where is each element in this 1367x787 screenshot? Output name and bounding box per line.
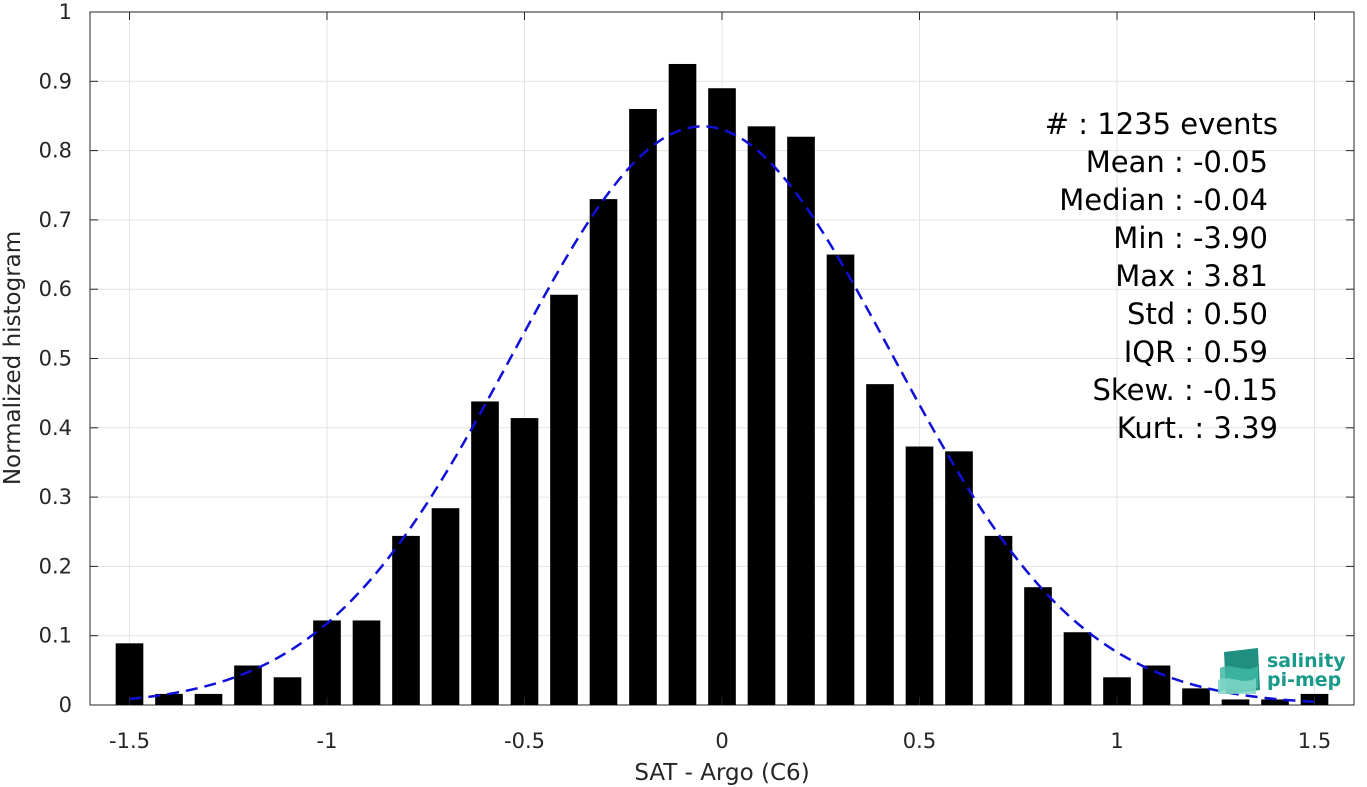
y-tick-label: 0.2 [39, 554, 72, 578]
stats-box: # : 1235 events Mean : -0.05 Median : -0… [1045, 107, 1278, 445]
histogram-bar [629, 109, 657, 705]
y-tick-label: 0.7 [39, 208, 72, 232]
histogram-bar [194, 693, 223, 705]
stat-median: Median : -0.04 [1059, 183, 1268, 217]
histogram-bar [905, 446, 934, 705]
salinity-pi-mep-logo: salinity pi-mep [1218, 648, 1346, 694]
histogram-bar [589, 199, 618, 706]
histogram-bar [431, 508, 460, 705]
histogram-bar [984, 535, 1013, 705]
histogram-bar [273, 677, 302, 705]
y-axis-ticks: 0 0.1 0.2 0.3 0.4 0.5 0.6 0.7 0.8 0.9 1 [39, 0, 1354, 717]
x-tick-label: 0 [715, 729, 728, 753]
histogram-bar [550, 294, 578, 705]
histogram-bar [668, 63, 697, 706]
y-tick-label: 0.6 [39, 277, 72, 301]
histogram-bar [471, 401, 499, 705]
stat-std: Std : 0.50 [1127, 297, 1268, 331]
histogram-bar [155, 693, 183, 705]
x-tick-label: -1 [317, 729, 338, 753]
histogram-bar [510, 418, 539, 705]
x-tick-label: -1.5 [109, 729, 150, 753]
histogram-bar [1024, 587, 1052, 705]
x-tick-label: -0.5 [504, 729, 545, 753]
histogram-bar [787, 136, 815, 706]
stat-mean: Mean : -0.05 [1086, 145, 1268, 179]
histogram-bar [1182, 688, 1210, 705]
x-tick-label: 1 [1110, 729, 1123, 753]
logo-wave-icon [1218, 648, 1260, 694]
y-tick-label: 0.1 [39, 624, 72, 648]
stat-skew: Skew. : -0.15 [1092, 373, 1278, 407]
histogram-bar [115, 643, 144, 705]
histogram-bar [945, 451, 973, 705]
histogram-bars [115, 63, 1329, 706]
y-tick-label: 0.8 [39, 139, 72, 163]
x-tick-label: 0.5 [903, 729, 936, 753]
x-axis-title: SAT - Argo (C6) [634, 760, 809, 786]
histogram-bar [1261, 699, 1289, 705]
histogram-bar [1221, 699, 1250, 705]
y-tick-label: 0.9 [39, 69, 72, 93]
y-tick-label: 0.3 [39, 485, 72, 509]
logo-line1: salinity [1267, 650, 1346, 672]
stat-kurt: Kurt. : 3.39 [1117, 411, 1278, 445]
histogram-bar [708, 88, 736, 706]
y-tick-label: 1 [59, 0, 72, 24]
y-tick-label: 0 [59, 693, 72, 717]
gaussian-fit-curve [129, 125, 1315, 704]
histogram-bar [313, 620, 341, 705]
histogram-bar [866, 384, 894, 705]
logo-line2: pi-mep [1267, 669, 1341, 691]
histogram-bar [826, 254, 855, 706]
histogram-bar [1063, 632, 1092, 705]
histogram-bar [392, 535, 420, 705]
y-tick-label: 0.4 [39, 416, 72, 440]
histogram-bar [352, 620, 381, 705]
y-tick-label: 0.5 [39, 347, 72, 371]
x-tick-label: 1.5 [1298, 729, 1331, 753]
stat-min: Min : -3.90 [1113, 221, 1268, 255]
histogram-bar [747, 126, 776, 706]
y-axis-title: Normalized histogram [0, 231, 26, 485]
x-axis-ticks: -1.5 -1 -0.5 0 0.5 1 1.5 [109, 12, 1331, 753]
stat-iqr: IQR : 0.59 [1124, 335, 1268, 369]
stat-count: # : 1235 events [1045, 107, 1278, 141]
stat-max: Max : 3.81 [1115, 259, 1268, 293]
